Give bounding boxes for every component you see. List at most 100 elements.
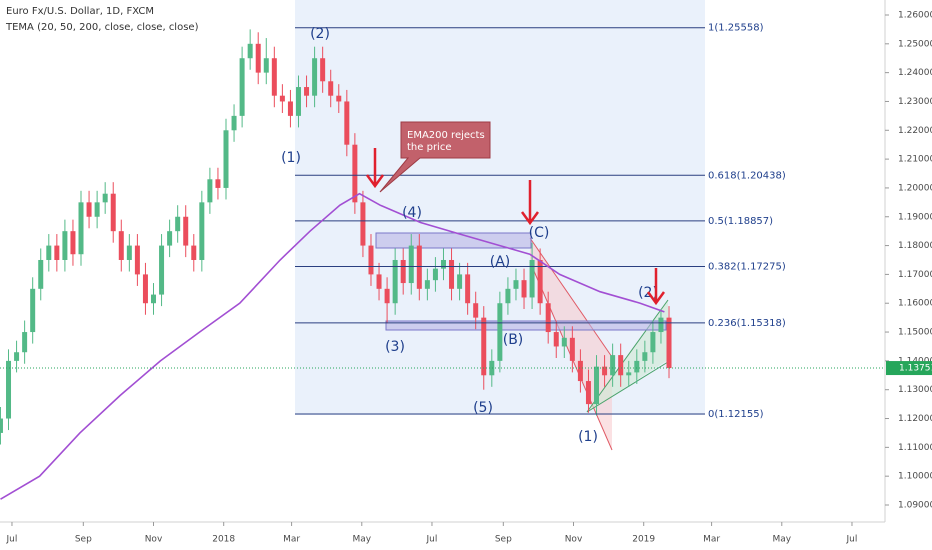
candle-body [126, 245, 132, 260]
x-tick-label: Sep [75, 535, 92, 545]
candle-body [465, 274, 471, 304]
candle-body [320, 58, 326, 82]
candle-body [529, 259, 535, 298]
support-box [385, 320, 667, 331]
candle-body [634, 360, 640, 373]
candle-body [577, 360, 583, 382]
y-tick-label: 1.18000 [898, 241, 932, 251]
candle-body [392, 259, 398, 304]
candle-body [70, 231, 76, 255]
candle-body [263, 58, 269, 73]
x-tick-label: Jul [846, 535, 858, 545]
wave-label: (5) [473, 400, 493, 416]
candle-body [642, 352, 648, 361]
candle-body [602, 366, 608, 376]
last-price-tag [886, 361, 932, 376]
x-tick-label: Nov [565, 535, 583, 545]
candle-body [62, 231, 68, 260]
x-tick-label: Sep [495, 535, 512, 545]
arrow [520, 180, 540, 226]
callout-box [379, 121, 491, 193]
y-tick-label: 1.11000 [898, 443, 932, 453]
candle-body [255, 43, 261, 73]
candle-body [304, 87, 310, 96]
wave-label: (A) [490, 254, 511, 270]
arrow [646, 268, 666, 306]
annotations: (2) (1) (4) (C) (A) (2) (3) (B) (5) (1) … [281, 26, 666, 445]
candle-body [279, 95, 285, 102]
callout-text: the price [407, 142, 451, 153]
candle-body [561, 337, 567, 347]
fib-label: 0.382(1.17275) [708, 261, 786, 272]
wave-label: (1) [281, 150, 301, 166]
candle-body [287, 101, 293, 116]
candle-body [400, 259, 406, 284]
y-tick-label: 1.26000 [898, 10, 932, 20]
y-tick-label: 1.20000 [898, 183, 932, 193]
x-tick-label: 2019 [632, 535, 655, 545]
candle-body [352, 144, 358, 203]
candle-body [416, 245, 422, 289]
candle-body [368, 245, 374, 275]
y-tick-label: 1.25000 [898, 39, 932, 49]
candle-body [666, 317, 672, 369]
x-tick-label: Jul [6, 535, 18, 545]
candle-body [30, 288, 36, 333]
candle-body [175, 216, 181, 232]
arrow [365, 148, 385, 189]
x-tick-label: Mar [703, 535, 720, 545]
y-tick-label: 1.17000 [898, 270, 932, 280]
candle-body [513, 280, 519, 289]
fib-label: 0.236(1.15318) [708, 318, 786, 329]
candle-body [328, 81, 334, 96]
y-tick-label: 1.13000 [898, 385, 932, 395]
candle-body [473, 303, 479, 318]
candle-body [497, 303, 503, 361]
candle-body [457, 274, 463, 289]
candle-body [110, 193, 116, 232]
candle-body [481, 317, 487, 376]
candle-body [521, 280, 527, 298]
candle-body [118, 231, 124, 260]
candle-body [489, 360, 495, 376]
candle-body [86, 202, 92, 217]
x-tick-label: 2018 [212, 535, 235, 545]
channel-edge [586, 361, 669, 413]
candle-body [505, 288, 511, 304]
y-tick-label: 1.19000 [898, 212, 932, 222]
wave-label: (1) [578, 429, 598, 445]
arrows [365, 148, 666, 306]
y-tick-label: 1.16000 [898, 299, 932, 309]
candle-body [271, 58, 277, 96]
candle-body [440, 259, 446, 269]
candle-body [336, 95, 342, 102]
candle-body [223, 130, 229, 188]
candle-body [618, 355, 624, 376]
wave-label: (2) [310, 26, 330, 42]
x-tick-label: Nov [145, 535, 163, 545]
channel-edge [586, 299, 669, 413]
candle-body [22, 332, 28, 353]
candle-body [545, 303, 551, 333]
candle-body [432, 268, 438, 281]
candle-body [626, 372, 632, 376]
candle-body [142, 274, 148, 304]
candle-body [295, 87, 301, 116]
candle-body [167, 231, 173, 246]
candle-body [344, 101, 350, 145]
candle-body [384, 288, 390, 304]
candle-body [0, 418, 3, 433]
candle-body [151, 294, 157, 304]
candle-body [54, 245, 60, 260]
y-tick-label: 1.21000 [898, 155, 932, 165]
candle-body [134, 245, 140, 275]
candle-body [376, 274, 382, 289]
x-tick-label: May [772, 535, 791, 545]
candle-body [537, 259, 543, 304]
candle-body [553, 332, 559, 347]
last-price-label: 1.13751 [899, 364, 932, 374]
candle-body [360, 202, 366, 246]
candle-body [408, 245, 414, 284]
